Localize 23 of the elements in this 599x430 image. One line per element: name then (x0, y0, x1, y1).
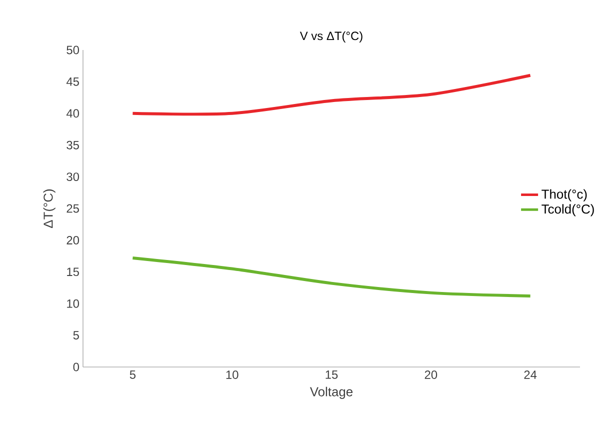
legend-label: Tcold(°C) (542, 204, 594, 216)
y-axis-title: ΔT(°C) (43, 189, 56, 228)
y-tick-label: 25 (66, 204, 79, 213)
y-tick-label: 20 (66, 236, 80, 244)
y-tick-label: 10 (67, 299, 80, 308)
y-tick-label: 15 (67, 268, 79, 276)
y-tick-label: 50 (66, 46, 80, 54)
line-series (131, 256, 532, 298)
chart-title: V vs ΔT(°C) (300, 31, 362, 42)
y-tick-label: 5 (73, 331, 79, 340)
legend-label: Thot(°c) (542, 189, 587, 202)
y-tick-label: 35 (66, 140, 79, 150)
x-tick-label: 5 (130, 370, 136, 379)
x-tick-label: 24 (524, 370, 537, 379)
x-tick-label: 15 (326, 370, 338, 379)
line-series (131, 74, 532, 116)
x-tick-label: 10 (226, 370, 238, 379)
x-axis-title: Voltage (310, 386, 353, 399)
y-tick-label: 40 (66, 109, 80, 118)
y-tick-label: 0 (73, 362, 80, 372)
x-tick-label: 20 (424, 370, 438, 379)
y-tick-label: 30 (66, 172, 80, 182)
y-tick-label: 45 (66, 78, 79, 86)
